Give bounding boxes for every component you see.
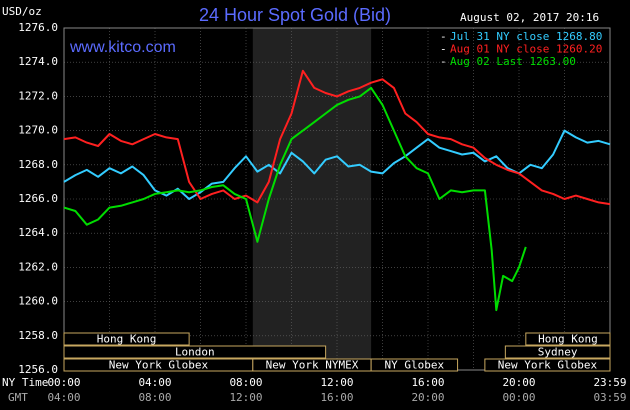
session-label: Hong Kong <box>538 333 598 346</box>
y-tick-label: 1258.0 <box>18 329 58 342</box>
website: www.kitco.com <box>69 39 176 56</box>
x2-tick-label: 00:00 <box>502 391 535 404</box>
session-label: New York Globex <box>498 359 598 372</box>
y-axis-label: USD/oz <box>2 5 42 18</box>
legend-marker: - <box>440 43 447 56</box>
x-tick-label: 23:59 <box>593 376 626 389</box>
x2-tick-label: 20:00 <box>411 391 444 404</box>
chart-title: 24 Hour Spot Gold (Bid) <box>199 5 391 25</box>
y-tick-label: 1274.0 <box>18 55 58 68</box>
x-tick-label: 16:00 <box>411 376 444 389</box>
y-tick-label: 1260.0 <box>18 295 58 308</box>
x-tick-label: 00:00 <box>47 376 80 389</box>
x-axis-label: NY Time <box>2 376 48 389</box>
x2-axis-label: GMT <box>8 391 28 404</box>
x-tick-label: 12:00 <box>320 376 353 389</box>
legend-label: Jul 31 NY close 1268.80 <box>450 30 602 43</box>
x2-tick-label: 16:00 <box>320 391 353 404</box>
series-line <box>63 86 527 312</box>
series-line <box>63 69 611 206</box>
y-tick-label: 1268.0 <box>18 158 58 171</box>
y-tick-label: 1264.0 <box>18 226 58 239</box>
session-label: Sydney <box>538 346 578 359</box>
session-box <box>504 345 611 359</box>
timestamp: August 02, 2017 20:16 <box>460 11 599 24</box>
x2-tick-label: 12:00 <box>229 391 262 404</box>
session-label: London <box>175 346 215 359</box>
legend-marker: - <box>440 30 447 43</box>
legend-marker: - <box>440 55 447 68</box>
legend-label: Aug 01 NY close 1260.20 <box>450 43 602 56</box>
session-label: New York NYMEX <box>266 359 359 372</box>
y-tick-label: 1266.0 <box>18 192 58 205</box>
y-tick-label: 1272.0 <box>18 89 58 102</box>
session-label: New York Globex <box>109 359 209 372</box>
session-label: NY Globex <box>385 359 445 372</box>
x2-tick-label: 08:00 <box>138 391 171 404</box>
session-box <box>484 358 611 372</box>
x-tick-label: 20:00 <box>502 376 535 389</box>
x-tick-label: 04:00 <box>138 376 171 389</box>
legend-label: Aug 02 Last 1263.00 <box>450 55 576 68</box>
y-tick-label: 1256.0 <box>18 363 58 376</box>
x2-tick-label: 03:59 <box>593 391 626 404</box>
x2-tick-label: 04:00 <box>47 391 80 404</box>
session-shade <box>252 28 372 370</box>
session-label: Hong Kong <box>97 333 157 346</box>
session-box <box>525 332 611 346</box>
y-tick-label: 1276.0 <box>18 21 58 34</box>
session-box <box>63 332 190 346</box>
y-tick-label: 1262.0 <box>18 260 58 273</box>
x-tick-label: 08:00 <box>229 376 262 389</box>
session-box <box>63 345 327 359</box>
y-tick-label: 1270.0 <box>18 124 58 137</box>
session-box <box>370 358 459 372</box>
